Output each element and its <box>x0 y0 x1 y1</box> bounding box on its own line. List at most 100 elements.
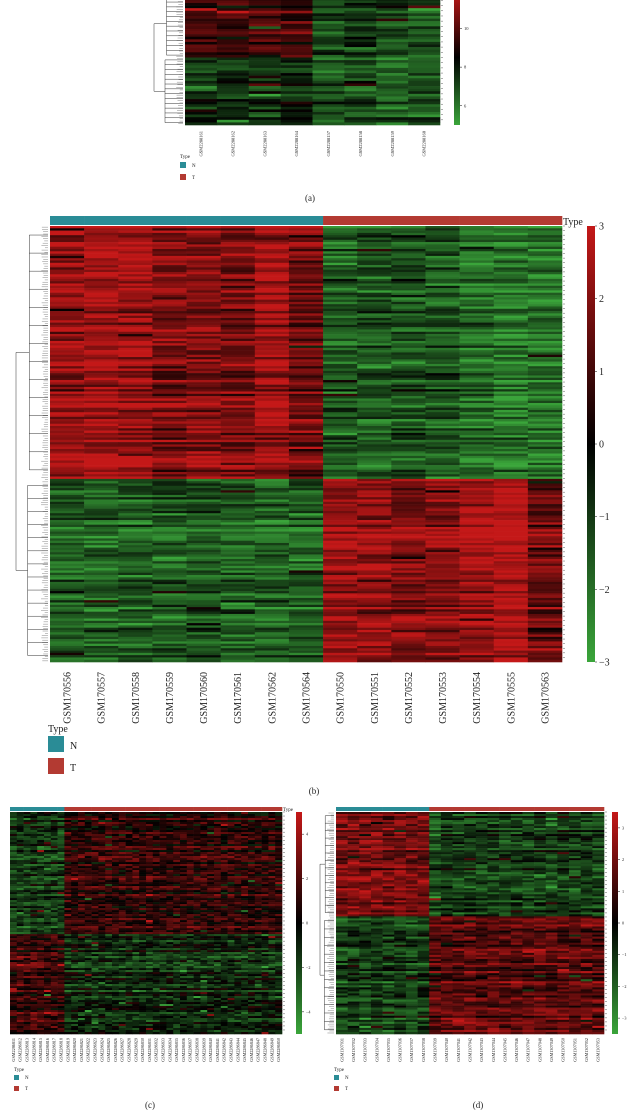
heatmap-cell <box>152 816 160 819</box>
heatmap-cell <box>459 283 495 287</box>
heatmap-cell <box>186 838 194 841</box>
heatmap-cell <box>220 453 256 457</box>
heatmap-cell <box>186 848 194 851</box>
heatmap-cell <box>391 265 426 268</box>
heatmap-cell <box>132 872 140 875</box>
heatmap-cell <box>323 451 358 454</box>
heatmap-cell <box>288 384 324 388</box>
heatmap-cell <box>408 70 441 74</box>
heatmap-cell <box>185 44 218 48</box>
heatmap-cell <box>234 814 242 817</box>
heatmap-cell <box>459 285 495 289</box>
heatmap-cell <box>207 816 215 819</box>
legend-swatch <box>180 162 186 168</box>
heatmap-cell <box>186 304 221 307</box>
heatmap-cell <box>357 354 392 358</box>
heatmap-cell <box>425 237 460 241</box>
heatmap-cell <box>280 96 313 100</box>
heatmap-cell <box>357 347 392 351</box>
heatmap-cell <box>220 579 256 583</box>
heatmap-cell <box>527 288 563 291</box>
heatmap-cell <box>84 830 92 833</box>
heatmap-cell <box>323 363 358 367</box>
heatmap-cell <box>10 864 18 867</box>
heatmap-cell <box>391 301 426 305</box>
heatmap-cell <box>186 650 221 654</box>
heatmap-cell <box>71 870 79 873</box>
heatmap-cell <box>118 878 126 881</box>
heatmap-cell <box>50 329 85 333</box>
heatmap-cell <box>186 421 221 425</box>
heatmap-cell <box>207 852 215 855</box>
heatmap-cell <box>220 513 256 516</box>
heatmap-cell <box>234 864 242 867</box>
heatmap-cell <box>220 620 256 624</box>
heatmap-cell <box>288 283 324 287</box>
heatmap-cell <box>425 570 460 574</box>
heatmap-cell <box>527 400 563 404</box>
heatmap-cell <box>84 602 119 606</box>
heatmap-cell <box>527 471 563 475</box>
heatmap-cell <box>288 490 324 493</box>
heatmap-cell <box>84 363 119 367</box>
heatmap-cell <box>391 572 426 576</box>
heatmap-cell <box>275 856 283 859</box>
heatmap-cell <box>357 531 392 535</box>
heatmap-cell <box>288 276 324 280</box>
heatmap-cell <box>84 607 119 610</box>
heatmap-cell <box>220 856 228 859</box>
heatmap-cell <box>234 820 242 823</box>
heatmap-cell <box>527 627 563 631</box>
heatmap-cell <box>493 533 529 537</box>
heatmap-cell <box>152 485 187 489</box>
heatmap-cell <box>84 572 119 576</box>
heatmap-cell <box>193 864 201 867</box>
heatmap-cell <box>214 816 222 819</box>
heatmap-cell <box>146 874 154 877</box>
heatmap-cell <box>425 281 460 284</box>
heatmap-cell <box>84 858 92 861</box>
heatmap-cell <box>459 517 495 521</box>
heatmap-cell <box>357 577 392 580</box>
heatmap-cell <box>459 232 495 236</box>
heatmap-cell <box>527 265 563 268</box>
heatmap-cell <box>84 581 119 585</box>
heatmap-cell <box>186 864 194 867</box>
heatmap-cell <box>357 322 392 326</box>
heatmap-cell <box>186 242 221 245</box>
heatmap-cell <box>50 386 85 390</box>
heatmap-cell <box>64 852 72 855</box>
heatmap-cell <box>207 830 215 833</box>
heatmap-cell <box>288 497 324 500</box>
heatmap-cell <box>527 343 563 346</box>
heatmap-cell <box>84 329 119 333</box>
heatmap-cell <box>254 636 290 640</box>
heatmap-cell <box>357 641 392 644</box>
heatmap-cell <box>527 467 563 470</box>
heatmap-cell <box>220 636 256 640</box>
heatmap-cell <box>152 510 187 514</box>
heatmap-cell <box>30 876 38 879</box>
heatmap-cell <box>159 884 167 887</box>
heatmap-cell <box>78 830 86 833</box>
heatmap-cell <box>527 645 563 649</box>
heatmap-cell <box>146 850 154 853</box>
heatmap-cell <box>112 888 120 891</box>
heatmap-cell <box>118 542 153 546</box>
heatmap-cell <box>118 386 153 390</box>
column-label: GSM170555 <box>506 672 517 724</box>
group-bar-cell <box>50 216 85 225</box>
heatmap-cell <box>23 878 31 881</box>
heatmap-cell <box>288 556 324 560</box>
heatmap-cell <box>425 359 460 362</box>
heatmap-cell <box>493 290 529 293</box>
heatmap-cell <box>91 870 99 873</box>
heatmap-cell <box>220 609 256 612</box>
heatmap-cell <box>254 549 290 553</box>
heatmap-cell <box>152 591 187 594</box>
heatmap-cell <box>152 299 187 303</box>
heatmap-cell <box>254 340 290 344</box>
heatmap-cell <box>288 271 324 275</box>
heatmap-cell <box>207 844 215 847</box>
heatmap-cell <box>166 816 174 819</box>
